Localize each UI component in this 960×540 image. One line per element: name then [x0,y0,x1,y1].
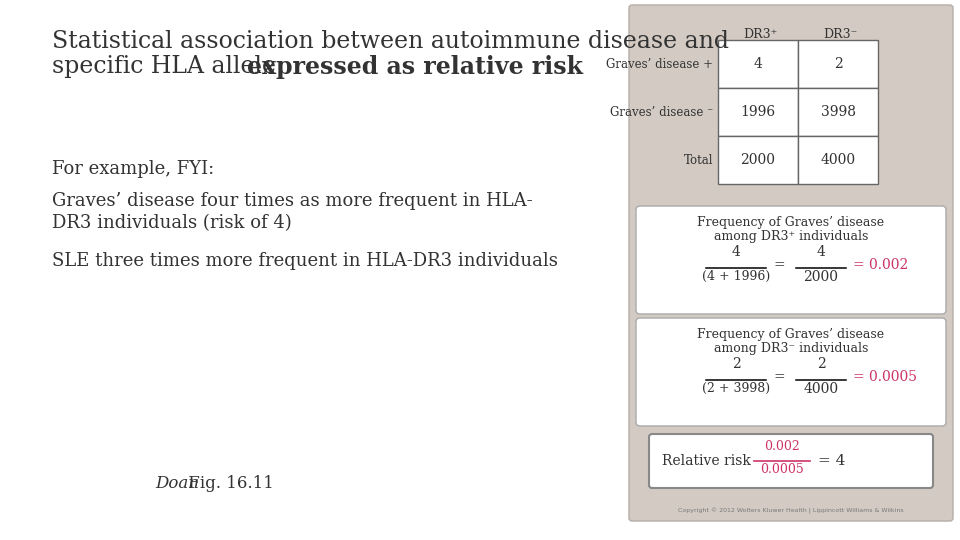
Text: 4000: 4000 [804,382,839,396]
Bar [798,40,878,88]
Text: DR3 individuals (risk of 4): DR3 individuals (risk of 4) [52,214,292,232]
Text: 2: 2 [817,357,826,371]
Text: Copyright © 2012 Wolters Kluwer Health | Lippincott Williams & Wilkins: Copyright © 2012 Wolters Kluwer Health |… [678,508,903,514]
Text: 2: 2 [732,357,740,371]
FancyBboxPatch shape [649,434,933,488]
Text: =: = [773,370,785,384]
Text: 4: 4 [817,245,826,259]
Text: 4000: 4000 [821,153,855,167]
Bar [718,40,798,88]
Text: among DR3⁺ individuals: among DR3⁺ individuals [714,230,868,243]
Text: Graves’ disease four times as more frequent in HLA-: Graves’ disease four times as more frequ… [52,192,533,210]
Text: Relative risk: Relative risk [662,454,751,468]
Text: 0.002: 0.002 [764,440,800,453]
Text: 2: 2 [833,57,842,71]
Text: 0.0005: 0.0005 [760,463,804,476]
Text: Frequency of Graves’ disease: Frequency of Graves’ disease [697,216,884,229]
FancyBboxPatch shape [636,318,946,426]
Text: = 0.0005: = 0.0005 [853,370,917,384]
Text: 4: 4 [754,57,762,71]
Text: Frequency of Graves’ disease: Frequency of Graves’ disease [697,328,884,341]
Text: Graves’ disease ⁻: Graves’ disease ⁻ [610,105,713,118]
Text: Statistical association between autoimmune disease and: Statistical association between autoimmu… [52,30,729,53]
Text: 3998: 3998 [821,105,855,119]
Text: Graves’ disease +: Graves’ disease + [606,57,713,71]
Text: 4: 4 [732,245,740,259]
Text: Total: Total [684,153,713,166]
Text: For example, FYI:: For example, FYI: [52,160,214,178]
Text: specific HLA allele: specific HLA allele [52,55,283,78]
Text: DR3⁻: DR3⁻ [823,28,857,41]
Text: (2 + 3998): (2 + 3998) [702,382,770,395]
Text: = 4: = 4 [818,454,846,468]
Text: Fig. 16.11: Fig. 16.11 [183,475,274,492]
Bar [718,88,798,136]
Text: 2000: 2000 [740,153,776,167]
Text: expressed as relative risk: expressed as relative risk [247,55,583,79]
Text: (4 + 1996): (4 + 1996) [702,270,770,283]
Bar [798,88,878,136]
Text: among DR3⁻ individuals: among DR3⁻ individuals [714,342,868,355]
FancyBboxPatch shape [629,5,953,521]
Text: 1996: 1996 [740,105,776,119]
Text: DR3⁺: DR3⁺ [743,28,778,41]
Bar [798,136,878,184]
FancyBboxPatch shape [636,206,946,314]
Text: Doan: Doan [155,475,199,492]
Text: =: = [773,258,785,272]
Bar [718,136,798,184]
Text: SLE three times more frequent in HLA-DR3 individuals: SLE three times more frequent in HLA-DR3… [52,252,558,270]
Text: 2000: 2000 [804,270,838,284]
Text: = 0.002: = 0.002 [853,258,908,272]
